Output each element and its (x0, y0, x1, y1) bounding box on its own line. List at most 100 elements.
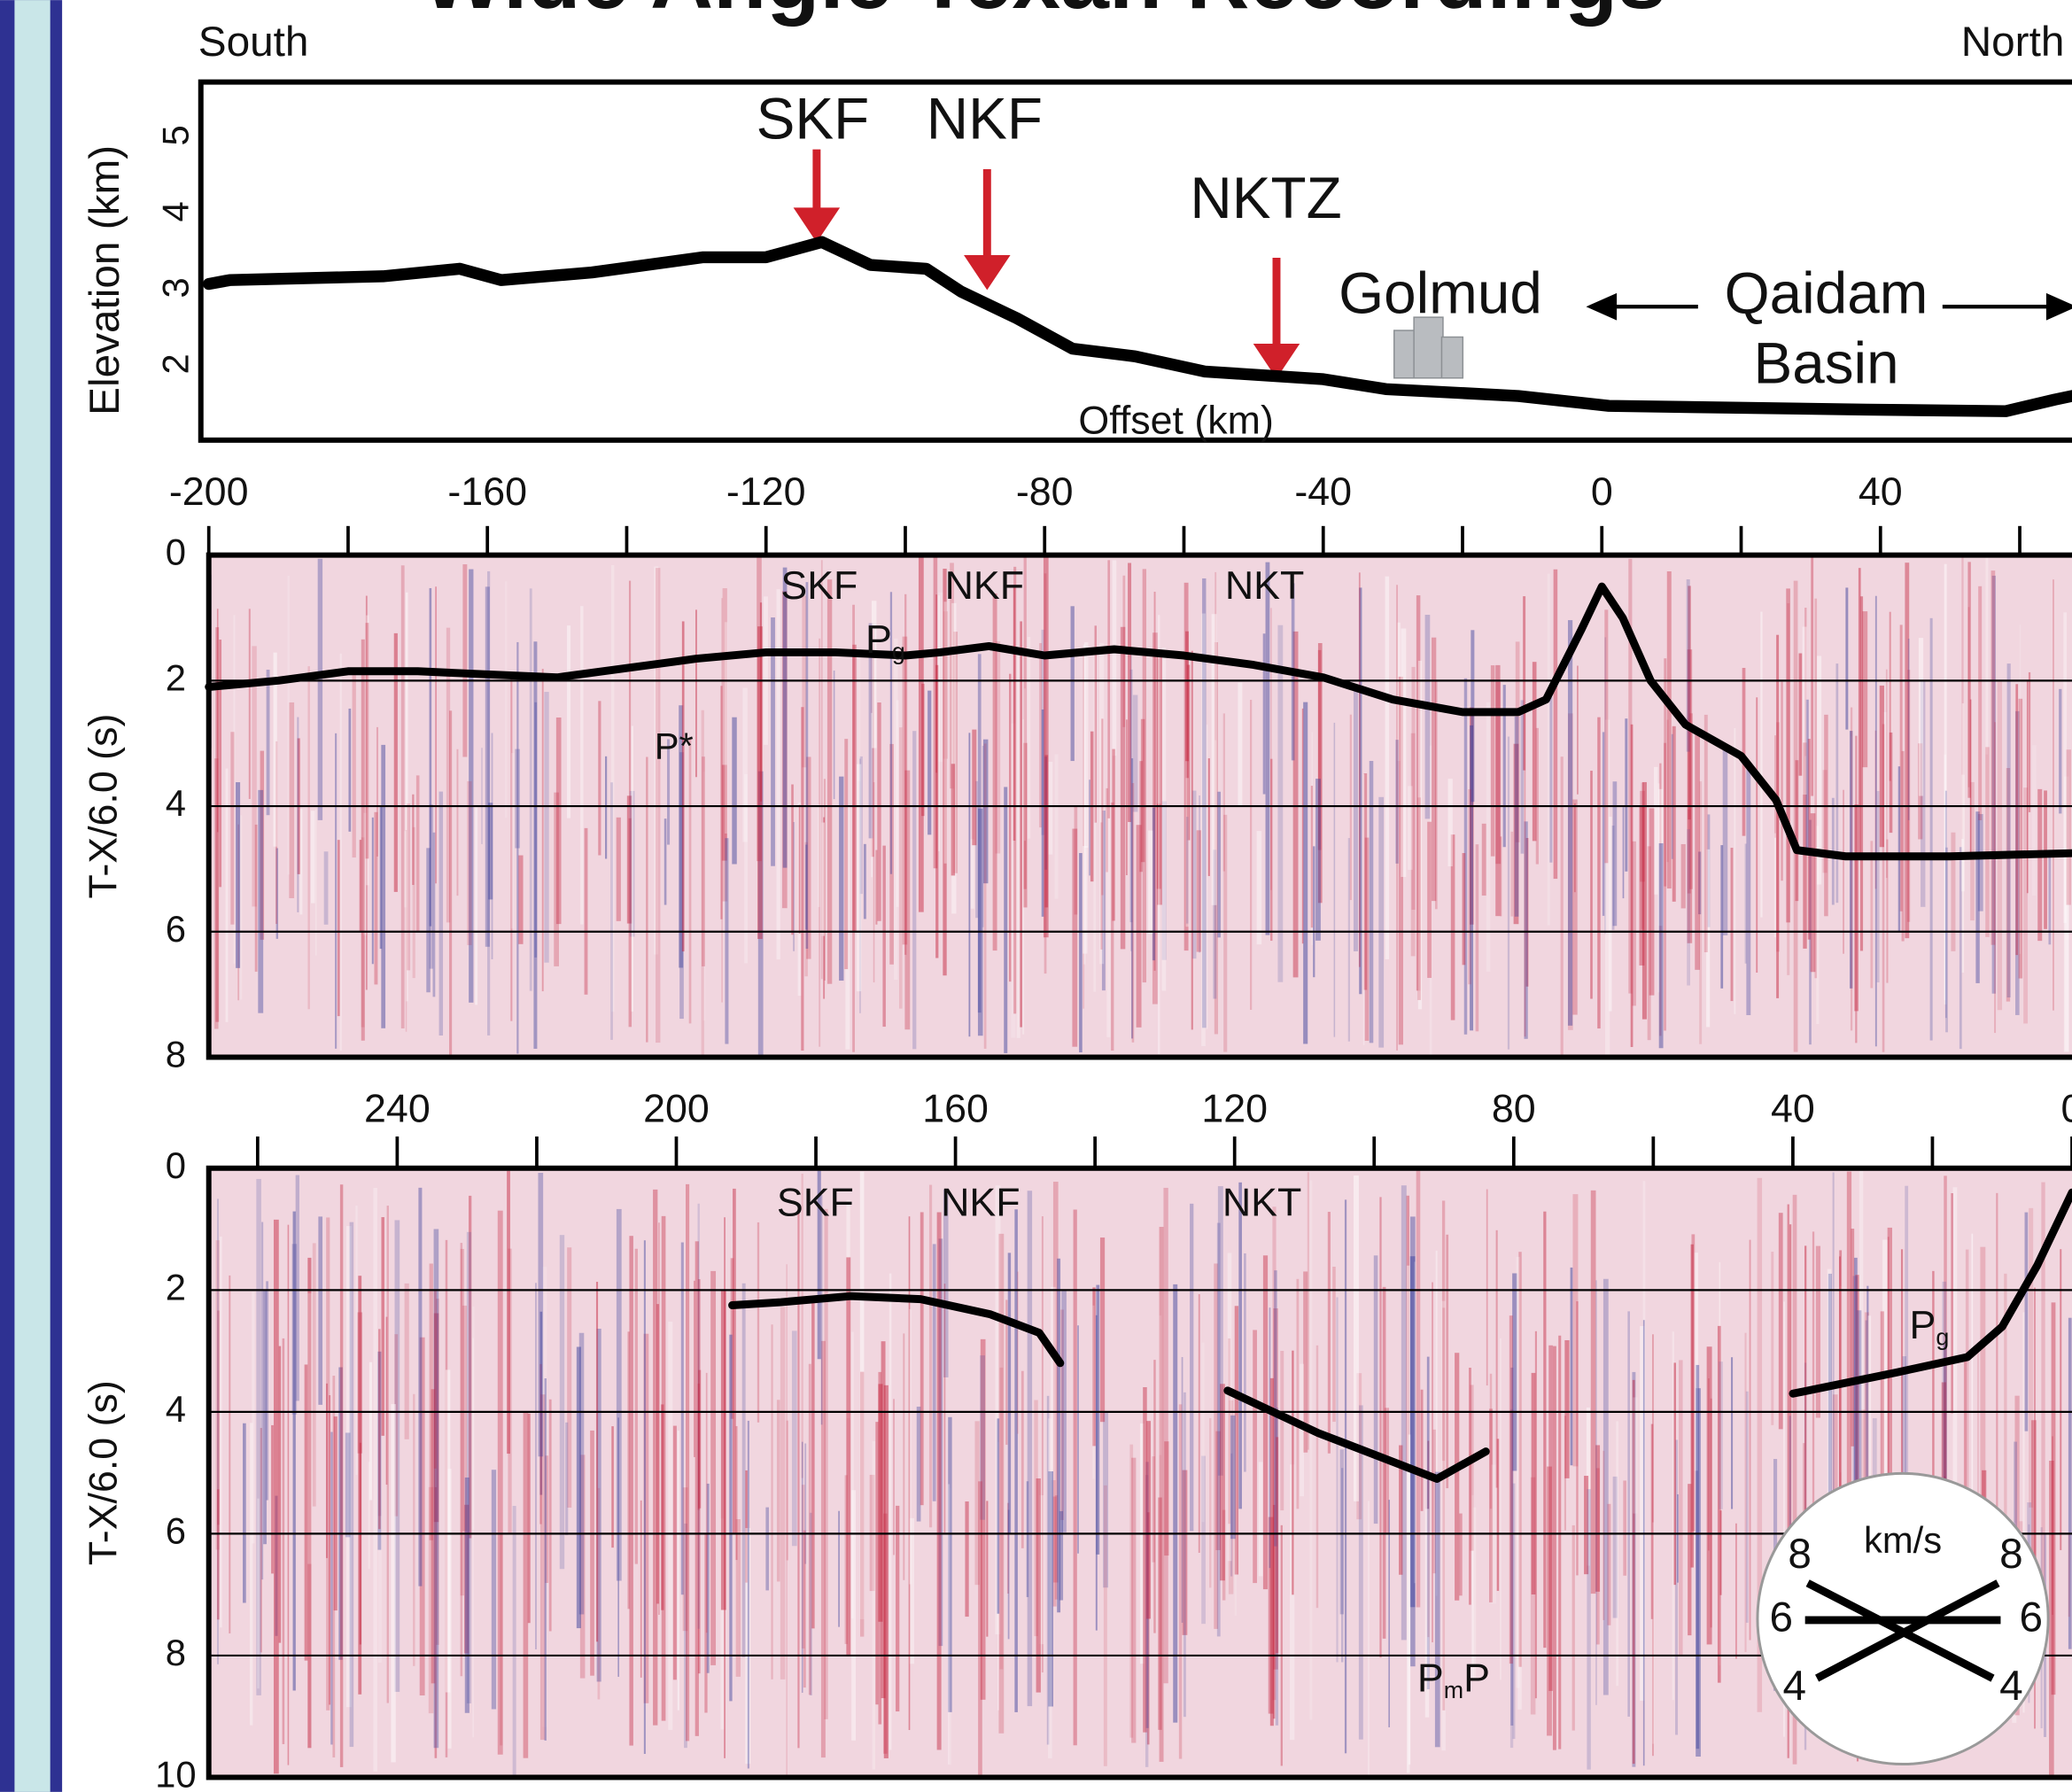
seismic-trace (701, 710, 704, 1057)
seismic-trace (1017, 1271, 1019, 1434)
seismic-trace (1341, 1468, 1344, 1663)
section-background (208, 1168, 2072, 1778)
seismic-trace (256, 1178, 261, 1695)
seismic-trace (1534, 1330, 1537, 1699)
seismic-trace (1424, 615, 1431, 819)
seismic-trace (1398, 676, 1403, 1045)
y-tick-label: 2 (166, 1266, 186, 1307)
seismic-trace (1530, 1477, 1536, 1715)
seismic-trace (1560, 756, 1564, 1058)
seismic-trace (1889, 611, 1891, 781)
seismic-trace (771, 1324, 773, 1680)
seismic-trace (2015, 684, 2019, 956)
seismic-trace (1230, 1453, 1233, 1577)
seismic-trace (2048, 849, 2052, 945)
seismic-trace (1417, 660, 1423, 1010)
y-tick-label: 0 (166, 531, 186, 573)
seismic-trace (1558, 1335, 1562, 1749)
seismic-trace (883, 1385, 889, 1758)
seismic-trace (345, 1432, 351, 1538)
seismic-trace (1495, 1230, 1498, 1488)
seismic-trace (1760, 611, 1763, 918)
x-tick-label: 80 (1492, 1086, 1536, 1130)
seismic-trace (1975, 811, 1980, 983)
seismic-trace (1932, 1270, 1935, 1549)
seismic-trace (1096, 1284, 1100, 1555)
seismic-trace (889, 1273, 892, 1750)
seismic-trace (844, 739, 849, 970)
seismic-trace (1059, 1510, 1064, 1601)
seismic-trace (1810, 813, 1816, 973)
seismic-trace (365, 623, 369, 859)
annotation-part: P* (655, 725, 694, 766)
seismic-trace (1671, 733, 1673, 859)
seismic-trace (1793, 580, 1798, 1052)
seismic-trace (759, 602, 763, 802)
seismic-trace (1488, 1408, 1494, 1602)
seismic-trace (1688, 1484, 1692, 1636)
seismic-trace (1317, 642, 1323, 904)
seismic-trace (369, 1361, 373, 1501)
seismic-trace (491, 1470, 497, 1710)
seismic-trace (1228, 1400, 1234, 1594)
seismic-trace (539, 1363, 542, 1524)
seismic-trace (1258, 1462, 1263, 1577)
seismic-trace (1859, 596, 1864, 951)
seismic-trace (1215, 1431, 1221, 1550)
seismic-trace (1406, 1195, 1410, 1464)
seismic-trace (975, 780, 979, 919)
seismic-trace (2006, 768, 2011, 1002)
seismic-trace (510, 672, 513, 1021)
seismic-trace (1584, 1476, 1589, 1575)
seismic-trace (1310, 786, 1314, 928)
seismic-trace (1517, 1289, 1522, 1710)
seismic-trace (791, 784, 794, 935)
seismic-trace (1280, 1350, 1284, 1511)
seismic-trace (435, 1299, 439, 1645)
seismic-trace (1112, 560, 1117, 756)
seismic-trace (1642, 1181, 1646, 1655)
seismic-trace (1805, 699, 1809, 854)
seismic-trace (824, 1208, 828, 1719)
annotation-part: SKF (780, 563, 858, 608)
seismic-trace (1388, 1500, 1390, 1727)
seismic-trace (359, 1442, 362, 1645)
seismic-trace (217, 1310, 220, 1525)
annotation-part: P (1417, 1656, 1444, 1701)
seismic-trace (1213, 849, 1217, 999)
seismic-trace (1111, 802, 1114, 1051)
seismic-trace (1944, 563, 1947, 1005)
seismic-trace (250, 1423, 253, 1726)
seismic-trace (851, 1490, 857, 1741)
seismic-trace (1832, 1172, 1835, 1675)
seismic-trace (809, 1512, 812, 1695)
seismic-trace (1572, 1194, 1579, 1467)
seismic-trace (1855, 735, 1858, 1043)
seismic-trace (1495, 664, 1501, 917)
seismic-trace (1970, 781, 1975, 921)
seismic-trace (304, 1364, 308, 1661)
seismic-trace (1523, 596, 1526, 771)
seismic-trace (1292, 1350, 1294, 1595)
seismic-trace (720, 1518, 725, 1730)
seismic-trace (933, 555, 938, 869)
building (1440, 336, 1464, 379)
seismic-trace (1773, 833, 1776, 938)
seismic-trace (1023, 688, 1027, 842)
seismic-trace (464, 1504, 469, 1654)
annotation: NKF (945, 563, 1025, 608)
seismic-trace (2019, 624, 2022, 954)
seismic-trace (548, 1399, 552, 1632)
seismic-trace (394, 1334, 399, 1517)
seismic-trace (1409, 1256, 1416, 1608)
seismic-trace (1106, 787, 1108, 873)
seismic-trace (697, 1383, 700, 1510)
seismic-trace (1120, 626, 1126, 950)
seismic-trace (1639, 806, 1645, 966)
seismic-trace (720, 1289, 726, 1610)
seismic-trace (497, 1210, 503, 1755)
seismic-trace (2053, 579, 2054, 1011)
seismic-trace (1262, 633, 1266, 795)
seismic-trace (968, 733, 971, 1037)
seismic-trace (1470, 725, 1474, 1031)
